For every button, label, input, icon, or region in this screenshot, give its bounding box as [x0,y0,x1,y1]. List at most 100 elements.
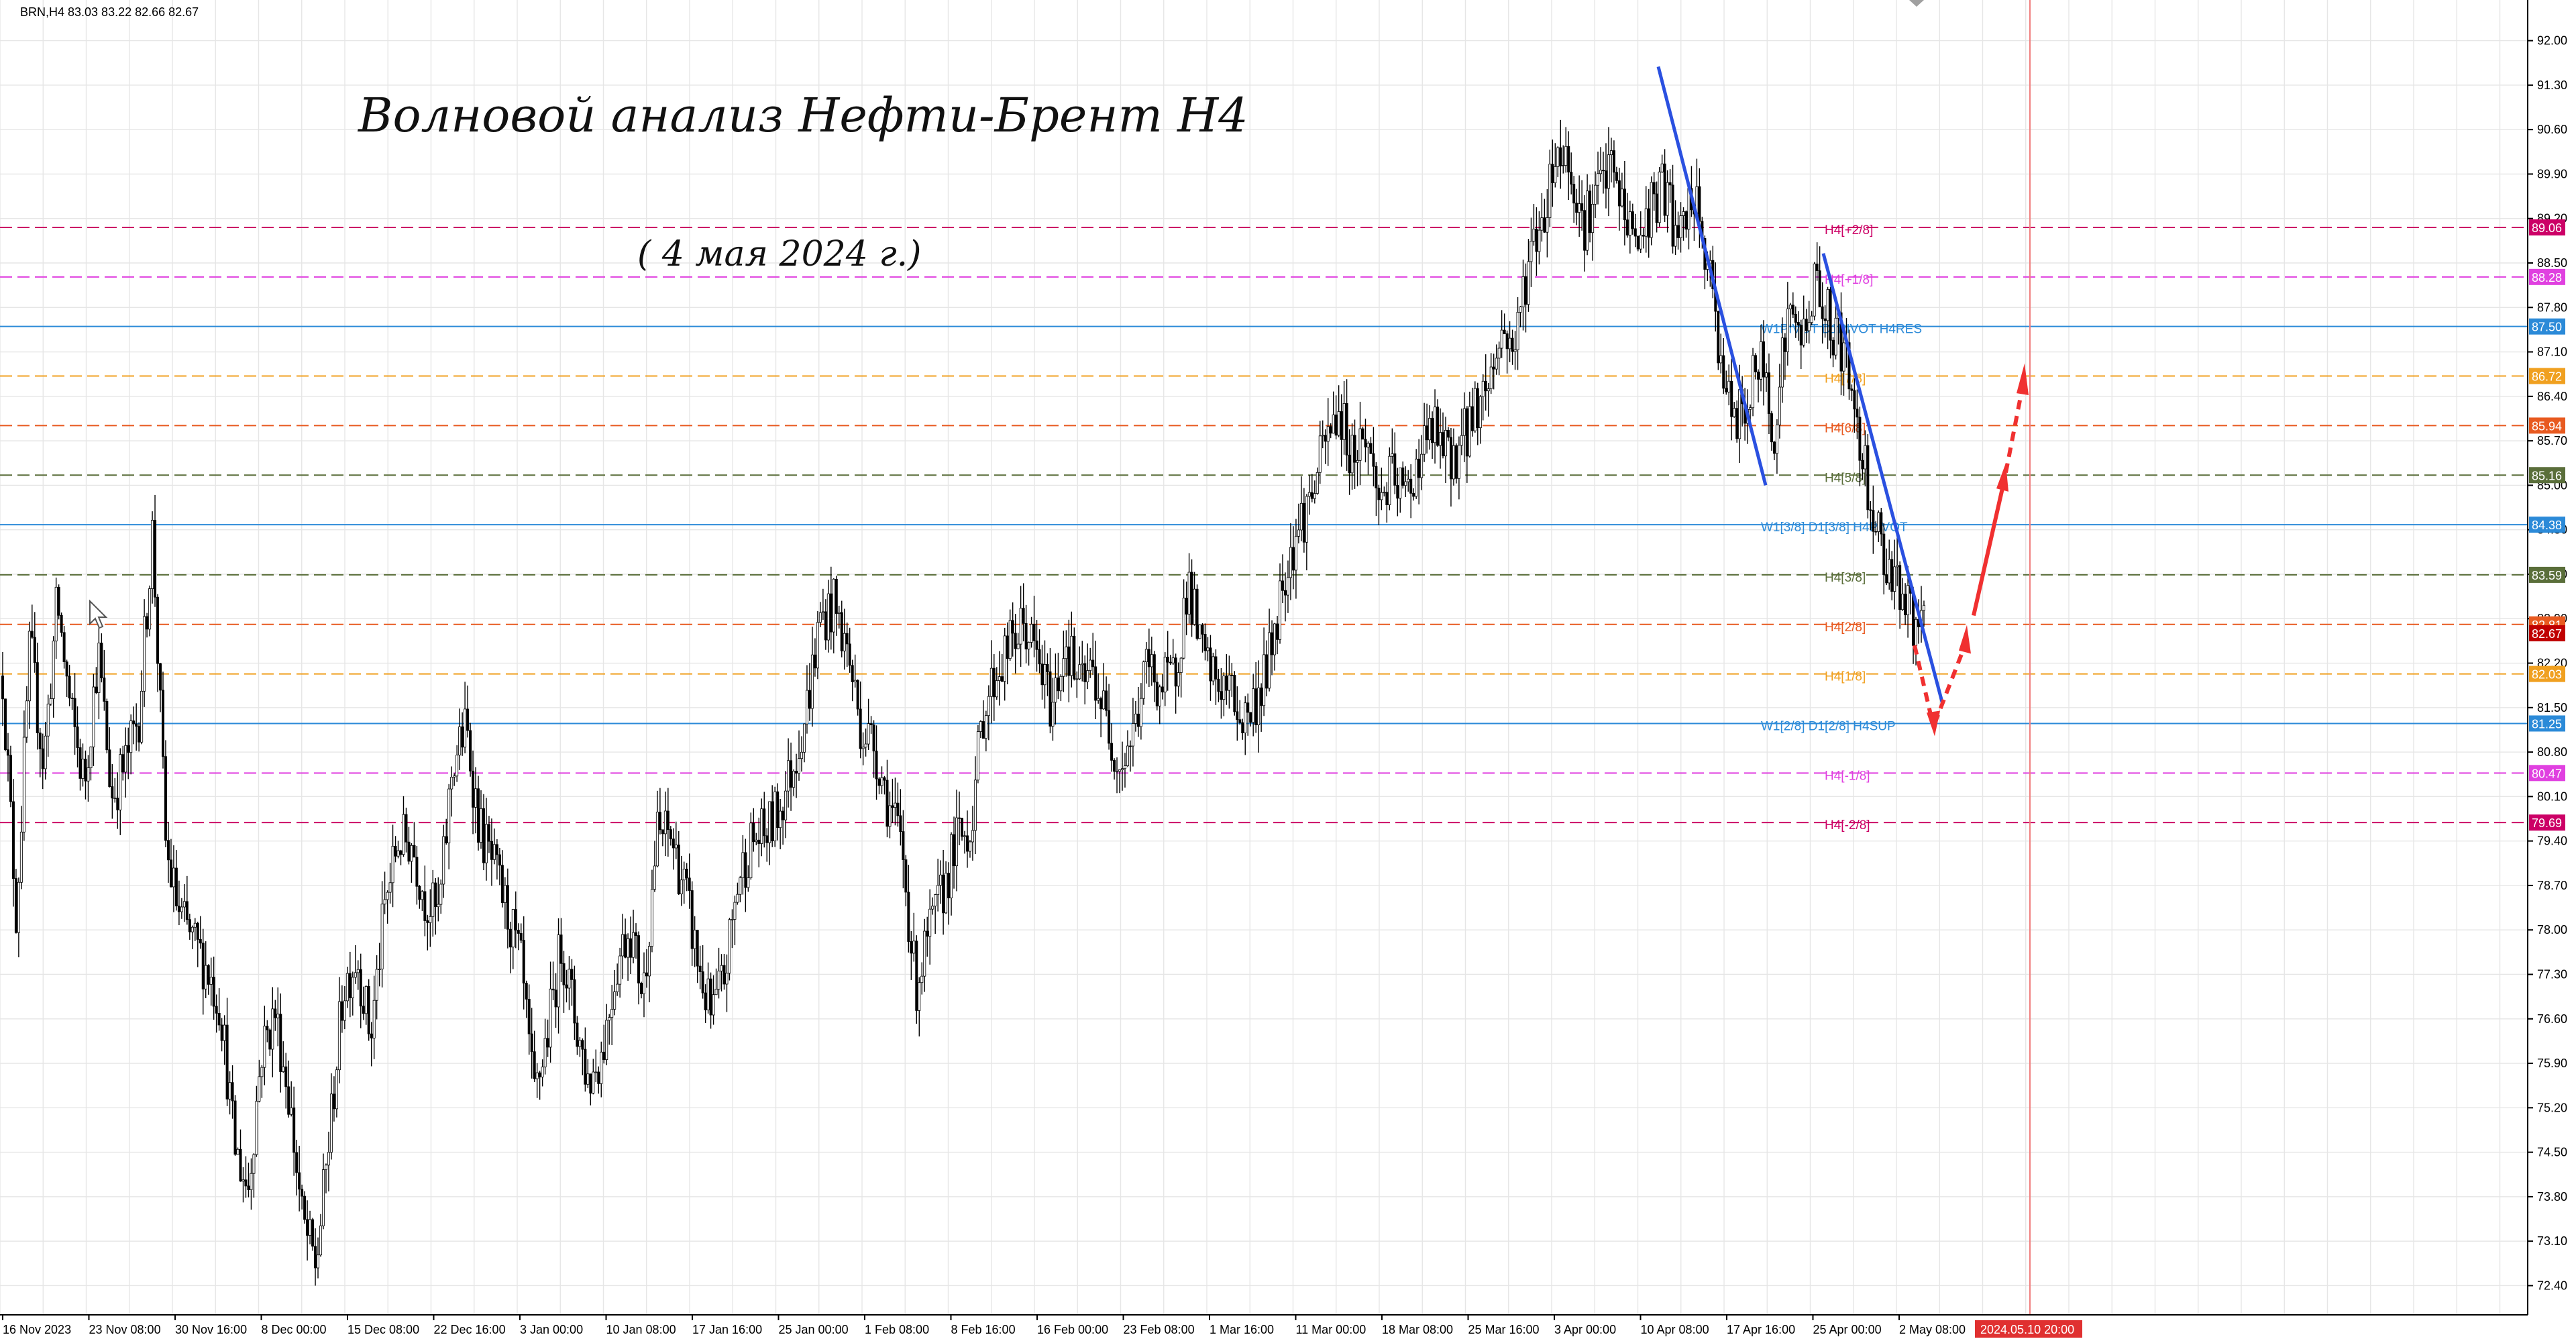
wave-forecast [1913,363,2029,737]
candle [1682,207,1685,241]
candle [464,682,467,753]
candle [907,865,910,953]
level-price-tag-label: 85.16 [2532,469,2562,482]
candle [1412,488,1415,501]
candle [1396,468,1399,517]
candle [1594,171,1597,218]
candle [840,600,843,657]
candle [453,773,456,786]
candle [1802,295,1805,347]
candle [1161,674,1164,700]
candle [1348,429,1351,495]
candle [1521,259,1525,331]
candle [1604,143,1607,209]
time-axis[interactable]: 16 Nov 2023 23 Nov 08:00 30 Nov 16:00 8 Dec… [2,1315,2082,1338]
candle [65,659,68,698]
candle [1752,347,1755,417]
candle [1428,405,1432,450]
candle [731,909,734,949]
candle [568,956,571,1010]
candle [52,636,55,718]
candle [1893,539,1896,610]
candle [1128,740,1132,772]
candle [1479,394,1482,444]
candle [437,877,440,922]
candle [899,789,902,846]
candle [904,855,908,907]
candle [220,1018,223,1052]
candle [1620,172,1623,208]
candle [902,810,905,889]
candle [1896,537,1899,586]
candle [640,981,643,999]
level-price-tag: 85.94 [2529,417,2565,434]
grid-vertical [0,0,2501,1315]
candle [1316,467,1319,495]
candle [370,1022,373,1067]
candle [1043,640,1046,709]
candle [209,957,213,1006]
candle [1350,423,1354,490]
candle [89,746,93,781]
candle [271,987,274,1077]
level-price-tag: 83.59 [2529,566,2565,583]
candle [1399,467,1402,513]
candle [853,654,857,688]
candle [1126,730,1129,767]
candle [413,822,416,858]
candle [1032,595,1036,657]
candle [252,1153,256,1198]
candle [1589,184,1592,243]
candle [672,828,675,870]
candle [739,875,742,903]
cursor-time-tag: 2024.05.10 20:00 [1975,1320,2082,1338]
level-label: W1[3/8] D1[3/8] H4PIVOT [1761,521,1908,535]
candle [223,1015,226,1065]
candle [1554,143,1557,188]
candle [1538,211,1541,265]
candle [402,796,405,857]
candle [1762,320,1766,406]
candle [1807,301,1811,344]
candle [1655,181,1658,233]
time-tick-label: 1 Feb 08:00 [865,1323,929,1336]
chart-menu-arrow-icon[interactable] [1909,0,1924,7]
candle [787,738,790,808]
candle [706,962,710,1014]
candle [722,954,726,990]
candle [984,710,987,751]
candle [1252,674,1255,737]
candle [1222,672,1226,716]
candle [1481,374,1485,421]
cursor-time-label: 2024.05.10 20:00 [1980,1323,2074,1336]
candle [1888,539,1891,590]
candle [1423,403,1426,462]
candle [519,923,523,944]
candle [998,651,1001,706]
candle [1733,402,1736,418]
candle [241,1167,245,1203]
candle [1717,311,1720,370]
candle [1279,563,1282,644]
candle [375,955,378,1020]
level-price-tag-label: 86.72 [2532,370,2562,384]
candle [1556,146,1560,177]
candle [677,831,680,896]
candle [888,791,892,839]
candle [1853,378,1856,433]
candle [1484,354,1487,411]
candle [795,753,798,798]
candle [910,930,913,981]
candle [1099,696,1103,738]
candle [655,790,659,867]
price-tick-label: 75.90 [2537,1057,2567,1070]
candle [1171,639,1175,665]
candle [1006,622,1009,685]
candle [1874,521,1878,536]
candle [1562,145,1565,174]
candle [979,720,982,739]
forecast-dash-down [1913,645,1934,721]
candle [642,952,645,1018]
candle [1073,627,1076,681]
